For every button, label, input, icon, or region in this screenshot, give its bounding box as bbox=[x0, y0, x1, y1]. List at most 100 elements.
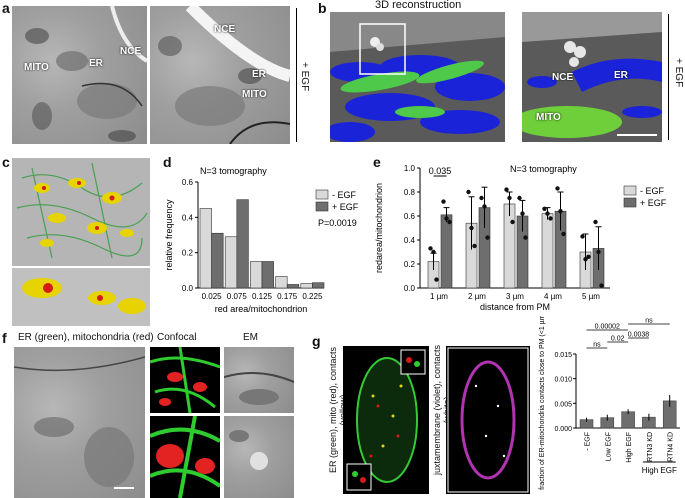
chart-e-point bbox=[548, 216, 553, 221]
chart-d-title: N=3 tomography bbox=[200, 166, 267, 176]
chart-e-point bbox=[583, 257, 588, 262]
chart-e-point bbox=[504, 187, 509, 192]
chart-d-bar bbox=[224, 236, 238, 289]
chart-e-x-tick-label: 4 µm bbox=[544, 292, 562, 301]
chart-d-bar bbox=[199, 208, 212, 289]
panel-f-confocal-label: Confocal bbox=[157, 332, 197, 343]
chart-d-x-tick-label: 0.175 bbox=[277, 292, 298, 301]
chart-g-y-tick-label: 0.015 bbox=[554, 352, 572, 359]
chart-g-x-tick-label: RTN3 KD bbox=[647, 432, 654, 462]
chart-e-legend-swatch bbox=[623, 185, 637, 196]
panel-f-confocal-top bbox=[150, 347, 220, 413]
chart-e-point bbox=[561, 231, 566, 237]
chart-e-point bbox=[545, 211, 550, 216]
chart-e-xlabel: distance from PM bbox=[480, 302, 550, 312]
chart-d-bar bbox=[250, 261, 263, 289]
chart-e-legend-label: + EGF bbox=[640, 198, 667, 208]
chart-g: 0.000 0.005 0.010 0.015 - EGF Low EGF High EGF… bbox=[539, 316, 680, 490]
chart-e-point bbox=[482, 204, 487, 209]
panel-f-em-label: EM bbox=[243, 332, 258, 343]
panel-f-em-small-top-render bbox=[224, 372, 294, 405]
chart-e-point bbox=[434, 277, 439, 282]
chart-d-bar bbox=[236, 199, 249, 289]
chart-e-point bbox=[580, 234, 585, 239]
chart-e-ylabel: redarea/mitochondrion bbox=[374, 183, 384, 273]
chart-d-x-tick-label: 0.025 bbox=[202, 292, 223, 301]
panel-g-confocal-2-render bbox=[447, 347, 529, 493]
panel-b-nce-label: NCE bbox=[552, 72, 574, 83]
chart-e-point bbox=[466, 189, 471, 195]
panel-f-em-small-bottom-render bbox=[229, 430, 268, 470]
panel-c-top-render bbox=[16, 162, 148, 259]
chart-d-bar bbox=[286, 284, 300, 289]
panel-a-em-left: MITO ER NCE bbox=[12, 6, 147, 144]
panel-b-mito-label: MITO bbox=[536, 112, 561, 123]
chart-e-point bbox=[444, 216, 449, 221]
chart-e-point bbox=[441, 199, 446, 204]
chart-d-y-tick-label: 0.6 bbox=[182, 178, 194, 187]
chart-e-title: N=3 tomography bbox=[510, 164, 577, 174]
chart-e-point bbox=[510, 219, 515, 225]
chart-d-x-tick-label: 0.075 bbox=[227, 292, 248, 301]
chart-d-legend-swatch bbox=[315, 201, 329, 212]
panel-a-er-label: ER bbox=[89, 58, 103, 69]
panel-b-title: 3D reconstruction bbox=[375, 0, 462, 11]
chart-e-point bbox=[558, 209, 563, 214]
chart-d-x-tick-label: 0.125 bbox=[252, 292, 273, 301]
panel-c-bottom-render bbox=[22, 278, 146, 314]
panel-c-label: c bbox=[2, 154, 10, 170]
panel-f-confocal-top-render bbox=[150, 347, 220, 413]
chart-g-y-tick-label: 0.005 bbox=[554, 401, 572, 408]
panel-g-confocal-1 bbox=[343, 346, 429, 494]
chart-d-y-tick-label: 0.2 bbox=[182, 249, 194, 258]
chart-e-point bbox=[428, 246, 433, 251]
chart-e-point bbox=[596, 249, 601, 255]
panel-d-label: d bbox=[163, 154, 172, 170]
chart-e-significance: 0.035 bbox=[429, 166, 452, 176]
panel-b-3d-right: NCE ER MITO bbox=[522, 12, 662, 142]
chart-g-y-tick-label: 0.000 bbox=[554, 426, 572, 433]
chart-d-legend-swatch bbox=[315, 189, 329, 200]
panel-a-right-texture bbox=[158, 6, 290, 144]
chart-d-ylabel: relative frequency bbox=[164, 199, 174, 271]
panel-a-em-right: NCE ER MITO bbox=[150, 6, 290, 144]
panel-f-em-large bbox=[14, 347, 145, 498]
chart-e-point bbox=[469, 225, 474, 231]
chart-g-y-tick-label: 0.010 bbox=[554, 377, 572, 384]
chart-g-comparison-label: 0.0038 bbox=[628, 332, 650, 339]
chart-d-pvalue: P=0.0019 bbox=[318, 218, 357, 228]
chart-e-point bbox=[520, 211, 525, 216]
chart-d-y-tick-label: 0.0 bbox=[182, 284, 194, 293]
chart-e: N=3 tomography 0.0 0.2 0.4 0.6 0.8 1.0 1 µm 2 µm… bbox=[374, 164, 667, 312]
panel-b-side-bar bbox=[668, 14, 669, 140]
panel-a-left-texture bbox=[25, 6, 147, 142]
chart-g-comparison-label: 0.02 bbox=[611, 336, 625, 343]
panel-b-left-render bbox=[330, 12, 505, 142]
panel-f-heading: ER (green), mitochondria (red) bbox=[18, 332, 154, 343]
chart-e-x-tick-label: 5 µm bbox=[582, 292, 600, 301]
chart-g-x-tick-label: RTN4 KD bbox=[668, 432, 675, 462]
chart-e-y-tick-label: 0.2 bbox=[404, 260, 416, 269]
chart-e-x-tick-label: 3 µm bbox=[506, 292, 524, 301]
chart-e-y-tick-label: 1.0 bbox=[404, 164, 416, 173]
panel-g-confocal-1-render bbox=[346, 349, 426, 491]
panel-a-side-bar bbox=[296, 8, 297, 142]
chart-e-legend-swatch bbox=[623, 197, 637, 208]
chart-g-x-tick-label: High EGF bbox=[626, 432, 633, 463]
chart-d-bar bbox=[261, 261, 274, 289]
chart-d-legend-label: + EGF bbox=[332, 202, 359, 212]
chart-d-xlabel: red area/mitochondrion bbox=[215, 304, 308, 314]
panel-e-label: e bbox=[373, 154, 381, 170]
chart-e-point bbox=[507, 195, 512, 201]
chart-e-point bbox=[485, 235, 490, 240]
panel-g-confocal-2 bbox=[446, 346, 530, 494]
chart-e-y-tick-label: 0.8 bbox=[404, 188, 416, 197]
chart-e-point bbox=[542, 206, 547, 211]
chart-e-point bbox=[599, 283, 604, 288]
chart-d-x-tick-label: 0.225 bbox=[302, 292, 323, 301]
chart-e-point bbox=[431, 249, 436, 255]
panel-f-label: f bbox=[2, 330, 7, 346]
chart-e-point bbox=[586, 254, 591, 259]
chart-e-point bbox=[472, 243, 477, 249]
chart-e-point bbox=[523, 235, 528, 240]
